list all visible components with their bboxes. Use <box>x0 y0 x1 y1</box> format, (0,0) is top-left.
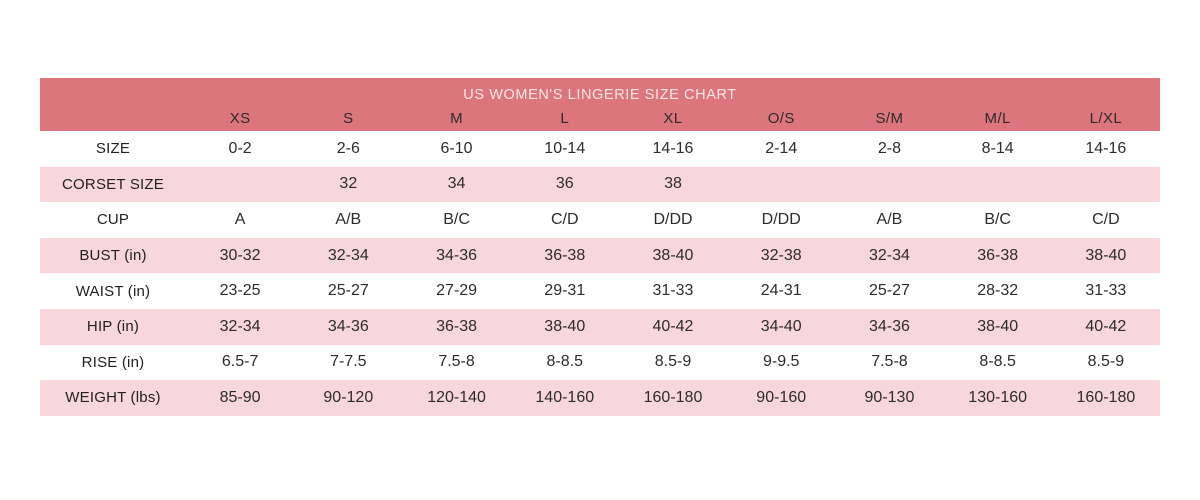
table-row-corset-size: CORSET SIZE 32 34 36 38 <box>40 166 1160 203</box>
cell: 34-36 <box>868 317 910 335</box>
cell: 25-27 <box>327 282 369 300</box>
cell: 90-160 <box>756 388 807 406</box>
table-header-band: US WOMEN'S LINGERIE SIZE CHART XS S M L … <box>40 78 1160 131</box>
table-row-waist: WAIST (in) 23-25 25-27 27-29 29-31 31-33… <box>40 273 1160 309</box>
cell: A/B <box>335 210 362 228</box>
column-header-ml: M/L <box>984 109 1011 127</box>
cell: 8-8.5 <box>546 353 583 371</box>
column-header-lxl: L/XL <box>1089 109 1123 127</box>
row-label: CORSET SIZE <box>62 175 164 193</box>
table-row-size: SIZE 0-2 2-6 6-10 10-14 14-16 2-14 2-8 8… <box>40 131 1160 167</box>
cell: 34 <box>447 175 466 193</box>
cell: 30-32 <box>219 246 261 264</box>
cell: 36-38 <box>977 246 1019 264</box>
cell: A <box>234 210 246 228</box>
cell: 31-33 <box>1085 282 1127 300</box>
cell: 31-33 <box>652 282 694 300</box>
column-header-m: M <box>450 109 463 127</box>
cell: 38-40 <box>544 317 586 335</box>
cell: 36-38 <box>436 317 477 335</box>
cell: 14-16 <box>652 139 694 157</box>
cell: D/DD <box>653 210 693 228</box>
cell: 32-34 <box>219 317 261 335</box>
cell: 34-40 <box>760 317 802 335</box>
cell: 160-180 <box>643 388 703 406</box>
cell: 27-29 <box>436 282 477 300</box>
column-header-s: S <box>343 109 354 127</box>
cell: 130-160 <box>968 388 1028 406</box>
cell: 34-36 <box>327 317 369 335</box>
row-label: SIZE <box>95 140 131 158</box>
cell: 40-42 <box>1085 317 1127 335</box>
cell: 120-140 <box>427 388 486 406</box>
table-row-weight: WEIGHT (lbs) 85-90 90-120 120-140 140-16… <box>40 380 1160 416</box>
column-header-xl: XL <box>663 109 683 127</box>
cell: 0-2 <box>228 139 252 157</box>
cell: D/DD <box>761 210 801 228</box>
table-row-rise: RISE (in) 6.5-7 7-7.5 7.5-8 8-8.5 8.5-9 … <box>40 344 1160 381</box>
cell: 90-130 <box>864 388 915 406</box>
table-row-hip: HIP (in) 32-34 34-36 36-38 38-40 40-42 3… <box>40 308 1160 345</box>
row-label: CUP <box>96 211 130 229</box>
cell: 90-120 <box>323 388 374 406</box>
cell: 24-31 <box>760 282 802 300</box>
row-label: HIP (in) <box>86 318 140 336</box>
cell: 9-9.5 <box>762 353 800 371</box>
column-header-xs: XS <box>229 109 251 127</box>
cell: 38-40 <box>977 317 1019 335</box>
cell: 10-14 <box>544 139 586 157</box>
row-label: BUST (in) <box>79 247 147 265</box>
row-label: RISE (in) <box>81 353 145 371</box>
cell: 32-34 <box>327 246 369 264</box>
cell: 140-160 <box>535 388 595 406</box>
cell: 25-27 <box>868 282 910 300</box>
cell: 14-16 <box>1085 139 1127 157</box>
cell: 7.5-8 <box>871 353 908 371</box>
cell: 7-7.5 <box>330 353 367 371</box>
cell: 8-8.5 <box>979 353 1016 371</box>
column-header-l: L <box>560 109 570 127</box>
cell: 2-8 <box>877 139 901 157</box>
cell: 36 <box>555 175 574 193</box>
lingerie-size-chart: US WOMEN'S LINGERIE SIZE CHART XS S M L … <box>40 78 1160 416</box>
row-label: WAIST (in) <box>75 282 151 300</box>
cell: 36-38 <box>544 246 586 264</box>
cell: 85-90 <box>219 388 261 406</box>
cell: 34-36 <box>436 246 477 264</box>
cell: 6.5-7 <box>221 353 259 371</box>
row-label: WEIGHT (lbs) <box>65 389 161 407</box>
cell: 40-42 <box>652 317 694 335</box>
cell: 7.5-8 <box>438 353 475 371</box>
cell: 23-25 <box>219 282 261 300</box>
cell: 32-38 <box>760 246 802 264</box>
cell: B/C <box>443 210 470 228</box>
cell: 32 <box>339 175 358 193</box>
table-title: US WOMEN'S LINGERIE SIZE CHART <box>463 87 737 103</box>
cell: 28-32 <box>977 282 1019 300</box>
cell: A/B <box>876 210 903 228</box>
cell: 8.5-9 <box>1087 353 1125 371</box>
cell: 38-40 <box>652 246 694 264</box>
cell: 32-34 <box>868 246 910 264</box>
cell: 6-10 <box>440 139 473 157</box>
column-header-row: XS S M L XL O/S S/M M/L L/XL <box>40 105 1160 131</box>
cell: 8.5-9 <box>654 353 692 371</box>
cell: C/D <box>550 210 579 228</box>
cell: B/C <box>984 210 1011 228</box>
cell: 29-31 <box>544 282 586 300</box>
cell: 38 <box>664 175 682 193</box>
cell: C/D <box>1092 210 1120 228</box>
column-header-os: O/S <box>767 109 795 127</box>
table-row-bust: BUST (in) 30-32 32-34 34-36 36-38 38-40 … <box>40 237 1160 274</box>
cell: 2-6 <box>336 139 360 157</box>
cell: 38-40 <box>1085 246 1127 264</box>
cell: 2-14 <box>765 139 798 157</box>
table-row-cup: CUP A A/B B/C C/D D/DD D/DD A/B B/C C/D <box>40 202 1160 238</box>
cell: 160-180 <box>1076 388 1136 406</box>
cell: 8-14 <box>981 139 1014 157</box>
column-header-sm: S/M <box>875 109 904 127</box>
